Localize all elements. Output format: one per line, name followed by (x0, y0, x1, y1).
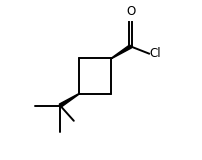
Polygon shape (59, 93, 80, 107)
Text: O: O (126, 5, 135, 18)
Polygon shape (111, 45, 132, 59)
Text: Cl: Cl (150, 47, 161, 60)
